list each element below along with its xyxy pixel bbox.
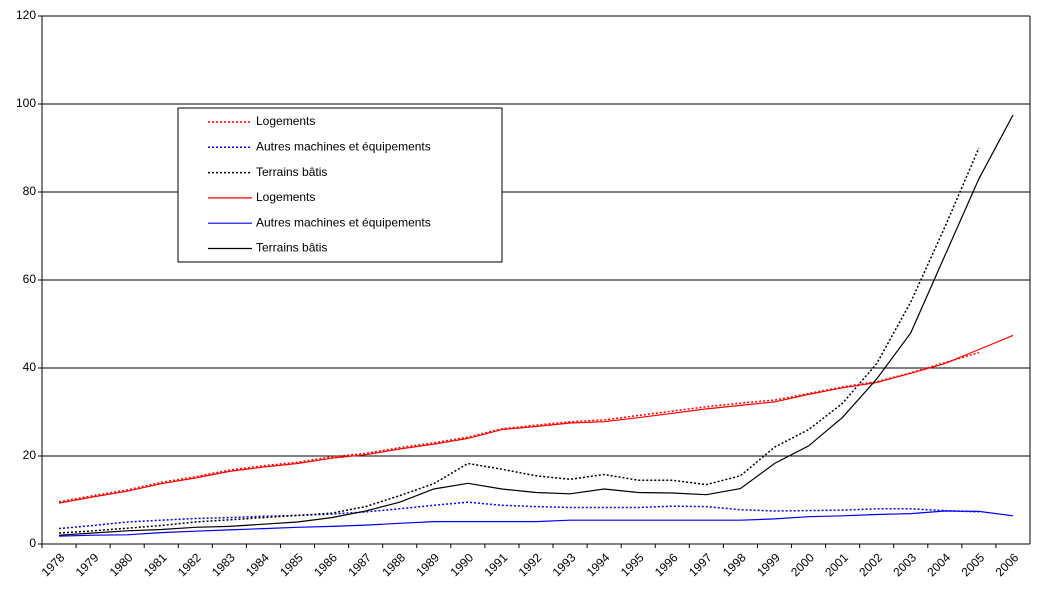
- y-tick-label: 0: [29, 536, 36, 550]
- x-tick-label: 2001: [822, 550, 851, 579]
- legend-label: Logements: [256, 114, 315, 128]
- x-tick-label: 1991: [482, 550, 511, 579]
- series-line: [58, 147, 980, 534]
- x-tick-label: 1978: [39, 550, 68, 579]
- x-tick-label: 1988: [379, 550, 408, 579]
- x-tick-label: 1982: [175, 550, 204, 579]
- legend-label: Autres machines et équipements: [256, 215, 431, 229]
- y-tick-label: 80: [23, 184, 37, 198]
- legend-label: Autres machines et équipements: [256, 139, 431, 153]
- legend-label: Logements: [256, 190, 315, 204]
- x-tick-label: 1994: [584, 550, 613, 579]
- y-tick-label: 100: [16, 96, 36, 110]
- y-tick-label: 20: [23, 448, 37, 462]
- x-tick-label: 1984: [243, 550, 272, 579]
- x-tick-label: 1990: [447, 550, 476, 579]
- series-line: [58, 501, 979, 530]
- x-tick-label: 1998: [720, 550, 749, 579]
- x-tick-label: 1995: [618, 550, 647, 579]
- x-tick-label: 1999: [754, 550, 783, 579]
- x-tick-label: 2006: [993, 550, 1022, 579]
- y-tick-label: 60: [23, 272, 37, 286]
- series-line: [58, 334, 1014, 504]
- x-tick-label: 2005: [958, 550, 987, 579]
- x-tick-label: 1987: [345, 550, 374, 579]
- x-tick-label: 1980: [107, 550, 136, 579]
- legend: [177, 107, 503, 263]
- x-tick-label: 1992: [516, 550, 545, 579]
- series-line: [58, 510, 1014, 537]
- x-tick-label: 1989: [413, 550, 442, 579]
- x-tick-label: 1983: [209, 550, 238, 579]
- x-tick-label: 1997: [686, 550, 715, 579]
- x-tick-label: 2000: [788, 550, 817, 579]
- series-line: [58, 114, 1014, 536]
- y-tick-label: 120: [16, 8, 36, 22]
- legend-label: Terrains bâtis: [256, 165, 327, 179]
- series-line: [58, 351, 980, 503]
- x-tick-label: 1985: [277, 550, 306, 579]
- x-tick-label: 2002: [856, 550, 885, 579]
- x-tick-label: 2003: [890, 550, 919, 579]
- x-tick-label: 1986: [311, 550, 340, 579]
- x-tick-label: 2004: [924, 550, 953, 579]
- x-tick-label: 1979: [73, 550, 102, 579]
- legend-label: Terrains bâtis: [256, 241, 327, 255]
- x-tick-label: 1993: [550, 550, 579, 579]
- x-tick-label: 1996: [652, 550, 681, 579]
- y-tick-label: 40: [23, 360, 37, 374]
- x-tick-label: 1981: [141, 550, 170, 579]
